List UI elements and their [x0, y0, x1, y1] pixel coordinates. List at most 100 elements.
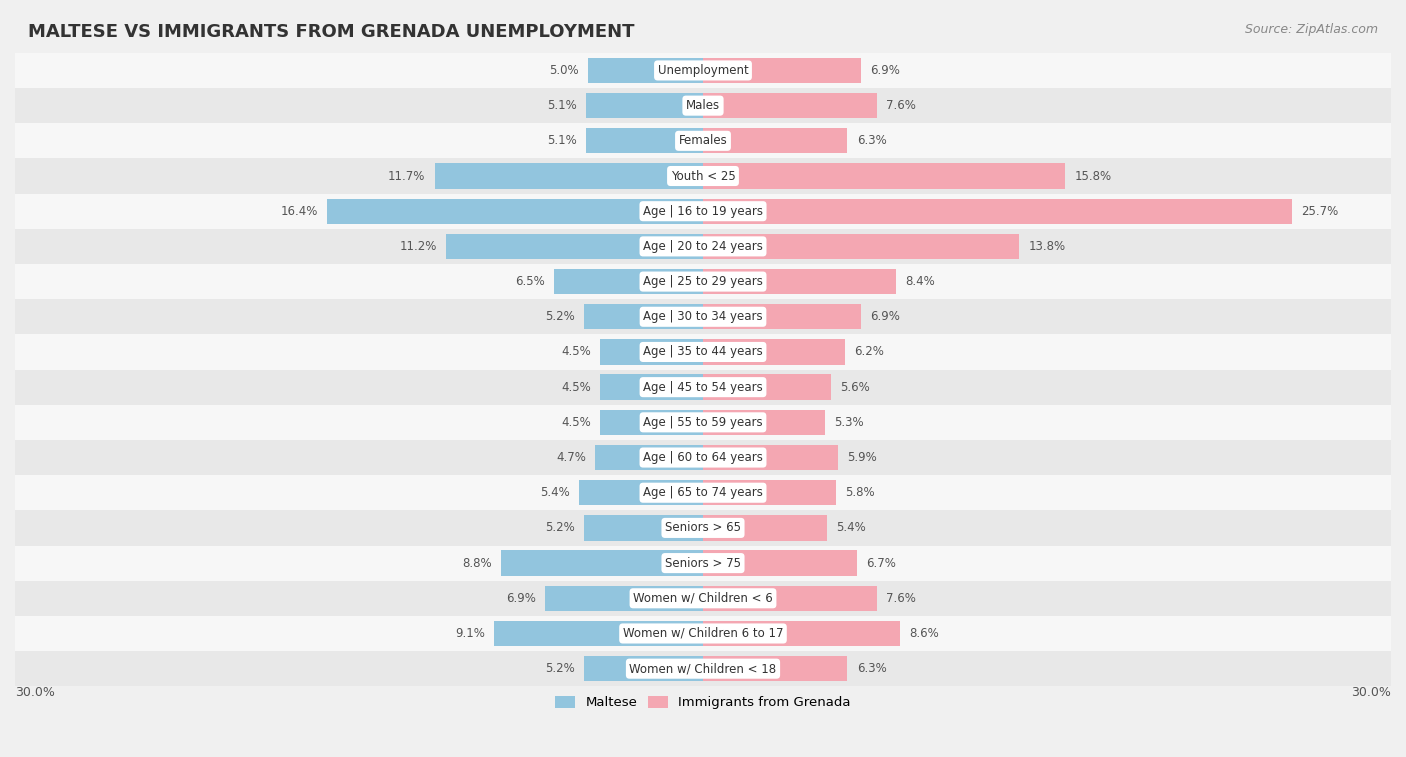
Text: Age | 16 to 19 years: Age | 16 to 19 years [643, 204, 763, 218]
Bar [15, 405, 1391, 440]
Text: MALTESE VS IMMIGRANTS FROM GRENADA UNEMPLOYMENT: MALTESE VS IMMIGRANTS FROM GRENADA UNEMP… [28, 23, 634, 41]
Text: Seniors > 65: Seniors > 65 [665, 522, 741, 534]
Text: 4.7%: 4.7% [557, 451, 586, 464]
Text: 13.8%: 13.8% [1029, 240, 1066, 253]
Bar [501, 550, 703, 576]
Text: Unemployment: Unemployment [658, 64, 748, 77]
Bar [600, 375, 703, 400]
Bar [579, 480, 703, 506]
Text: 4.5%: 4.5% [561, 345, 591, 359]
Text: 6.7%: 6.7% [866, 556, 896, 569]
Bar [15, 546, 1391, 581]
Bar [15, 264, 1391, 299]
Bar [15, 581, 1391, 616]
Text: 5.1%: 5.1% [547, 99, 576, 112]
Text: 5.4%: 5.4% [837, 522, 866, 534]
Text: Age | 65 to 74 years: Age | 65 to 74 years [643, 486, 763, 499]
Text: 30.0%: 30.0% [1351, 687, 1391, 699]
Text: 8.4%: 8.4% [905, 275, 935, 288]
Bar [583, 516, 703, 540]
Bar [15, 229, 1391, 264]
Text: 7.6%: 7.6% [886, 99, 917, 112]
Text: Women w/ Children 6 to 17: Women w/ Children 6 to 17 [623, 627, 783, 640]
Bar [15, 299, 1391, 335]
Text: 4.5%: 4.5% [561, 416, 591, 428]
Text: Seniors > 75: Seniors > 75 [665, 556, 741, 569]
Bar [554, 269, 703, 294]
Bar [586, 93, 703, 118]
Bar [703, 339, 845, 365]
Bar [703, 304, 862, 329]
Text: 6.9%: 6.9% [506, 592, 536, 605]
Bar [703, 445, 838, 470]
Text: Age | 20 to 24 years: Age | 20 to 24 years [643, 240, 763, 253]
Bar [703, 516, 827, 540]
Text: 5.0%: 5.0% [550, 64, 579, 77]
Bar [703, 621, 900, 646]
Bar [703, 656, 848, 681]
Bar [434, 164, 703, 188]
Text: 15.8%: 15.8% [1074, 170, 1112, 182]
Bar [15, 88, 1391, 123]
Bar [703, 164, 1066, 188]
Text: 16.4%: 16.4% [280, 204, 318, 218]
Bar [15, 510, 1391, 546]
Text: 6.5%: 6.5% [515, 275, 544, 288]
Bar [15, 369, 1391, 405]
Text: Age | 55 to 59 years: Age | 55 to 59 years [643, 416, 763, 428]
Bar [703, 128, 848, 154]
Text: 6.9%: 6.9% [870, 310, 900, 323]
Bar [703, 586, 877, 611]
Bar [703, 550, 856, 576]
Bar [600, 339, 703, 365]
Bar [583, 304, 703, 329]
Text: Women w/ Children < 6: Women w/ Children < 6 [633, 592, 773, 605]
Bar [703, 410, 824, 435]
Text: 6.3%: 6.3% [856, 662, 886, 675]
Text: 5.2%: 5.2% [544, 662, 575, 675]
Text: Age | 25 to 29 years: Age | 25 to 29 years [643, 275, 763, 288]
Bar [703, 58, 862, 83]
Text: Age | 45 to 54 years: Age | 45 to 54 years [643, 381, 763, 394]
Text: Females: Females [679, 134, 727, 148]
Text: 5.6%: 5.6% [841, 381, 870, 394]
Bar [544, 586, 703, 611]
Text: 25.7%: 25.7% [1302, 204, 1339, 218]
Bar [703, 234, 1019, 259]
Bar [586, 128, 703, 154]
Text: 8.8%: 8.8% [463, 556, 492, 569]
Text: 8.6%: 8.6% [910, 627, 939, 640]
Text: 7.6%: 7.6% [886, 592, 917, 605]
Text: 6.9%: 6.9% [870, 64, 900, 77]
Text: 5.8%: 5.8% [845, 486, 875, 499]
Bar [15, 123, 1391, 158]
Bar [588, 58, 703, 83]
Legend: Maltese, Immigrants from Grenada: Maltese, Immigrants from Grenada [550, 690, 856, 715]
Text: 4.5%: 4.5% [561, 381, 591, 394]
Text: 5.1%: 5.1% [547, 134, 576, 148]
Text: Women w/ Children < 18: Women w/ Children < 18 [630, 662, 776, 675]
Text: 11.2%: 11.2% [399, 240, 437, 253]
Text: Source: ZipAtlas.com: Source: ZipAtlas.com [1244, 23, 1378, 36]
Text: 5.3%: 5.3% [834, 416, 863, 428]
Bar [446, 234, 703, 259]
Text: 30.0%: 30.0% [15, 687, 55, 699]
Bar [595, 445, 703, 470]
Bar [15, 53, 1391, 88]
Bar [495, 621, 703, 646]
Text: 5.2%: 5.2% [544, 310, 575, 323]
Text: Youth < 25: Youth < 25 [671, 170, 735, 182]
Text: 5.2%: 5.2% [544, 522, 575, 534]
Text: 5.9%: 5.9% [848, 451, 877, 464]
Text: 5.4%: 5.4% [540, 486, 569, 499]
Bar [703, 198, 1292, 224]
Bar [15, 335, 1391, 369]
Bar [703, 269, 896, 294]
Bar [600, 410, 703, 435]
Text: Age | 35 to 44 years: Age | 35 to 44 years [643, 345, 763, 359]
Bar [15, 475, 1391, 510]
Text: 6.2%: 6.2% [855, 345, 884, 359]
Text: 11.7%: 11.7% [388, 170, 426, 182]
Bar [703, 375, 831, 400]
Bar [15, 616, 1391, 651]
